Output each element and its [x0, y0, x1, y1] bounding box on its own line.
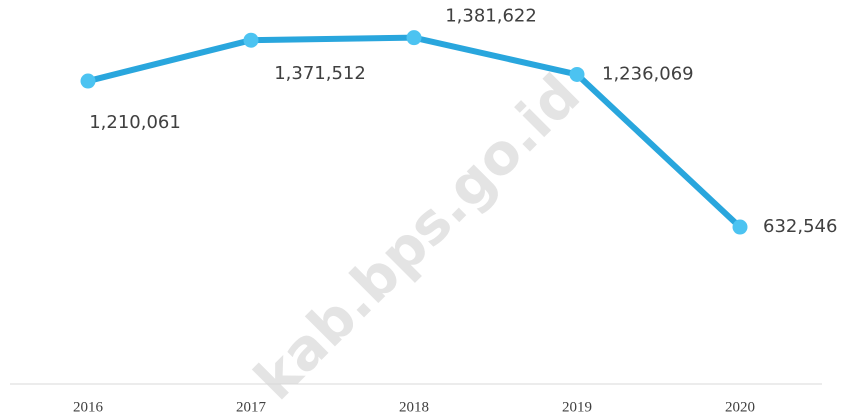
x-tick-label: 2019: [562, 399, 592, 415]
marker: [80, 73, 96, 89]
watermark: kab.bps.go.id: [243, 63, 593, 413]
data-label: 1,236,069: [602, 63, 694, 84]
x-tick-label: 2016: [73, 399, 104, 415]
x-tick-label: 2018: [399, 399, 429, 415]
marker: [243, 32, 259, 48]
marker: [406, 30, 422, 46]
marker: [569, 66, 585, 82]
data-label: 1,210,061: [89, 112, 181, 133]
data-label: 632,546: [763, 216, 837, 237]
data-label: 1,371,512: [274, 63, 366, 84]
data-label: 1,381,622: [445, 6, 537, 27]
x-tick-label: 2017: [236, 399, 267, 415]
marker: [732, 219, 748, 235]
x-tick-label: 2020: [725, 399, 755, 415]
